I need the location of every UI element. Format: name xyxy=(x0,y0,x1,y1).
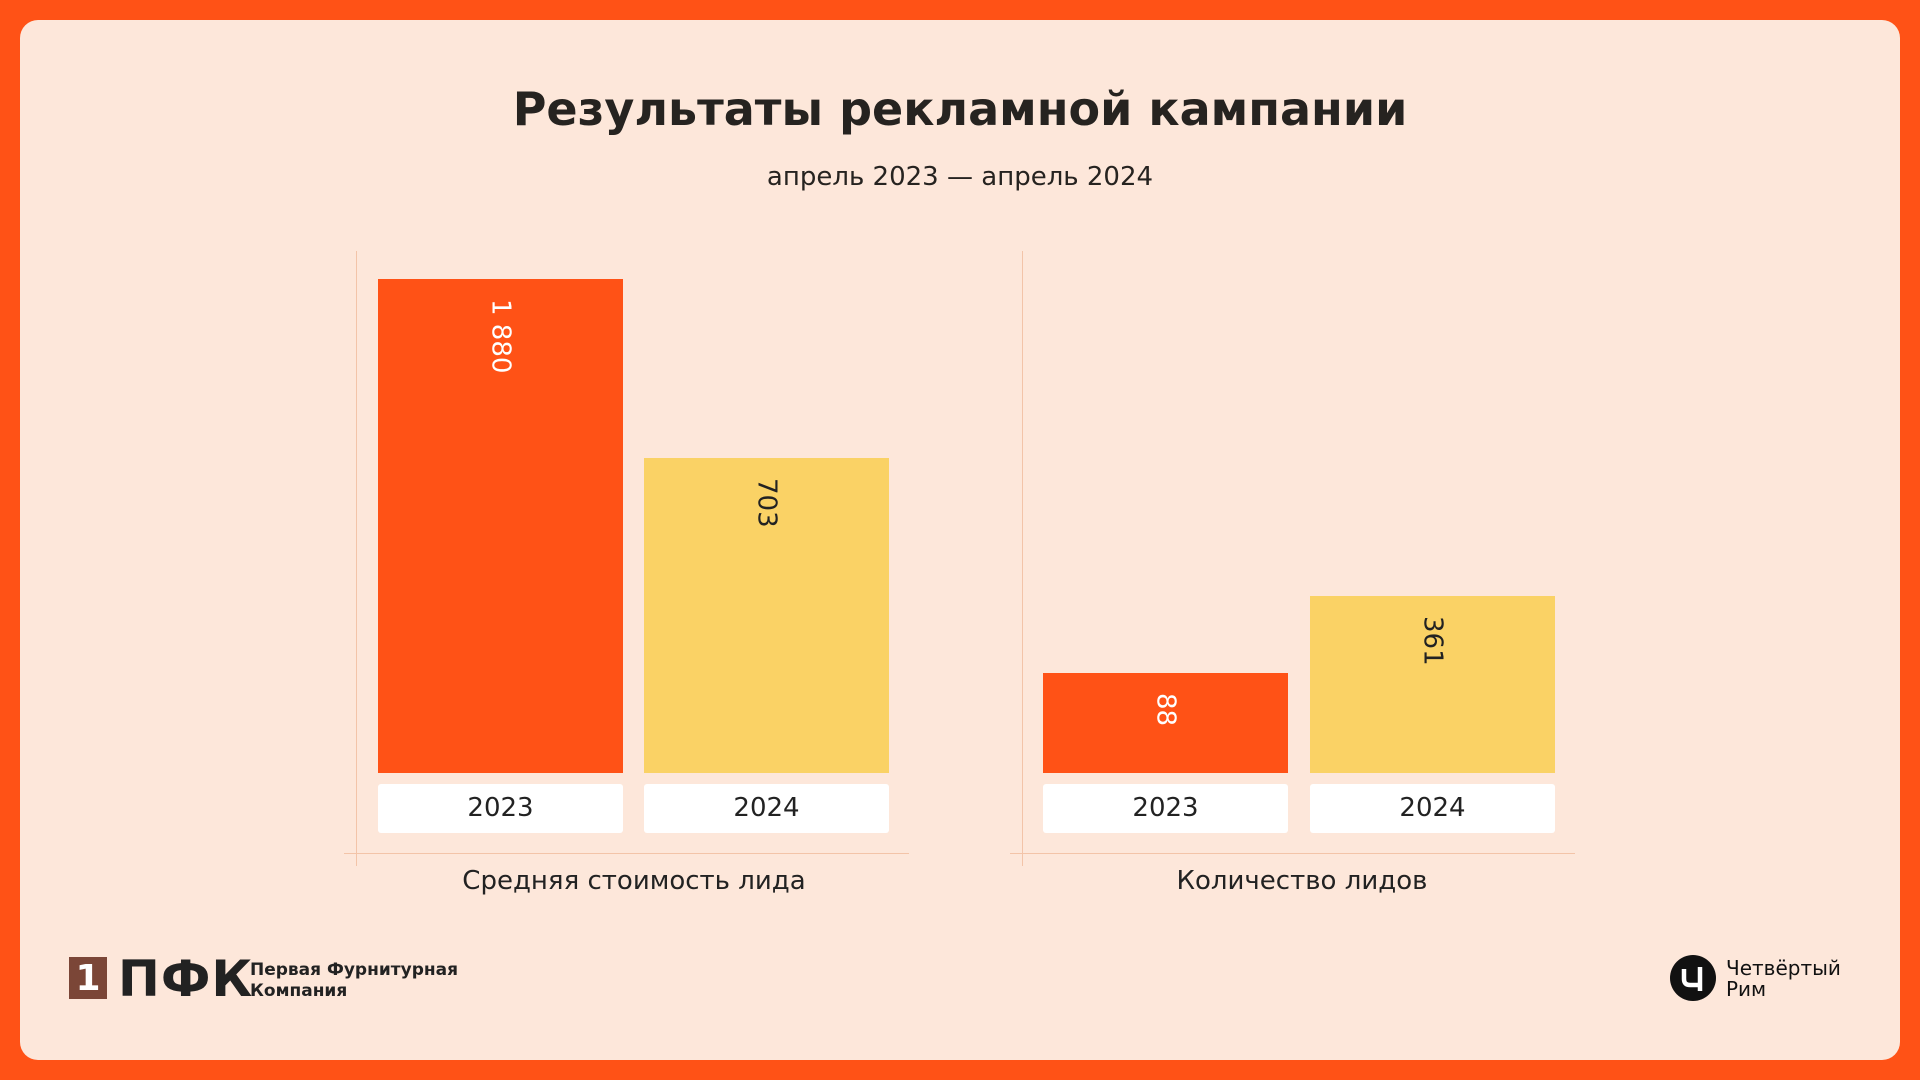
chart2-tick-2023: 2023 xyxy=(1043,784,1288,833)
chart2-value-label-2024: 361 xyxy=(1417,616,1448,666)
chart2-y-axis xyxy=(1022,251,1023,866)
chart1-value-label-2024: 703 xyxy=(751,478,782,528)
chart1-bar-2024: 703 xyxy=(644,458,889,773)
chart-title: Результаты рекламной кампании xyxy=(512,82,1408,136)
chart2-value-label-2023: 88 xyxy=(1150,693,1181,727)
slide-card xyxy=(20,20,1900,1060)
chart1-value-label-2023: 1 880 xyxy=(485,299,516,374)
rim-logo-line2: Рим xyxy=(1726,977,1767,1001)
chart1-tick-2024: 2024 xyxy=(644,784,889,833)
pfk-logo-name: ПФК xyxy=(118,950,254,1008)
pfk-logo-line2: Компания xyxy=(250,981,348,1001)
chart1-tick-2023: 2023 xyxy=(378,784,623,833)
chart2-bar-2023: 88 xyxy=(1043,673,1288,773)
chart1-x-label: Средняя стоимость лида xyxy=(462,866,806,896)
chart2-bar-2024: 361 xyxy=(1310,596,1555,773)
chart-subtitle: апрель 2023 — апрель 2024 xyxy=(766,162,1154,192)
chart2-tick-2024: 2024 xyxy=(1310,784,1555,833)
rim-logo-line1: Четвёртый xyxy=(1726,956,1841,980)
rim-logo-text: Четвёртый Рим xyxy=(1726,958,1841,1000)
chart2-x-axis xyxy=(1010,853,1575,854)
chart1-x-axis xyxy=(344,853,909,854)
pfk-logo-mark: 1 xyxy=(69,957,107,999)
chart2-x-label: Количество лидов xyxy=(1176,866,1428,896)
pfk-logo-line1: Первая Фурнитурная xyxy=(250,960,458,980)
rim-logo-icon xyxy=(1670,955,1716,1001)
pfk-logo-text: Первая Фурнитурная Компания xyxy=(250,960,458,1002)
chart1-bar-2023: 1 880 xyxy=(378,279,623,773)
chart1-y-axis xyxy=(356,251,357,866)
